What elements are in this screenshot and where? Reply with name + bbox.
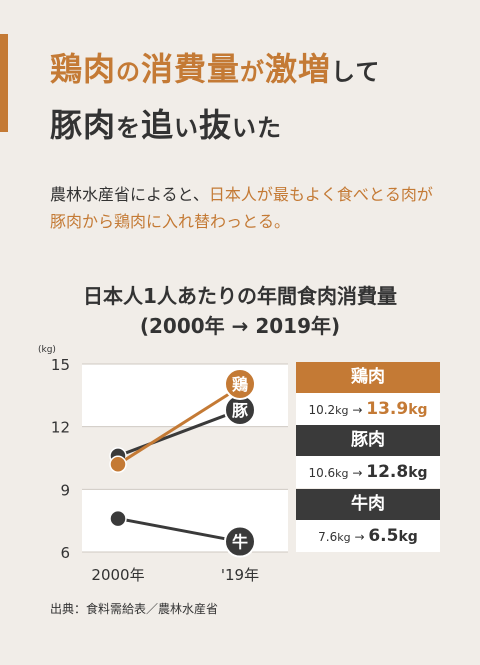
legend-from: 10.6 [308, 466, 336, 480]
legend-chicken-name: 鶏肉 [296, 362, 440, 393]
series-line [117, 385, 241, 466]
legend-from: 10.2 [308, 403, 336, 417]
legend-to: 12.8 [366, 462, 409, 482]
accent-bar [0, 34, 8, 132]
lead-accent: 豚肉から鶏肉に入れ替わっとる。 [50, 212, 291, 231]
series-line [117, 517, 241, 544]
lead-text-line-1: 農林水産省によると、日本人が最もよく食べとる肉が [50, 181, 433, 208]
legend-chicken: 鶏肉 10.2kg → 13.9kg [296, 362, 440, 425]
series-end-label: 豚 [232, 401, 248, 420]
headline-word: 豚肉 [50, 106, 117, 144]
headline-word: 抜 [199, 106, 233, 144]
data-point [109, 509, 127, 528]
headline-word: 鶏肉 [50, 50, 117, 88]
legend-to: 6.5 [368, 526, 399, 546]
y-unit-label: (kg) [38, 345, 56, 355]
series-line [117, 408, 241, 458]
series-end-label: 鶏 [232, 375, 248, 394]
chart-subtitle: (2000年 → 2019年) [139, 314, 341, 338]
legend-arrow: → [352, 466, 363, 480]
headline-word: 激増 [265, 50, 332, 88]
legend-arrow: → [354, 530, 365, 544]
headline-line-1: 鶏肉の消費量が激増して [50, 44, 380, 90]
legend-pork-values: 10.6kg → 12.8kg [296, 456, 440, 488]
plot-band [82, 364, 288, 427]
y-tick-label: 6 [60, 544, 70, 562]
x-tick-label: 2000年 [91, 566, 144, 584]
y-tick-label: 9 [60, 481, 70, 499]
series-end-label: 牛 [232, 533, 248, 552]
headline-particle: の [116, 58, 142, 86]
data-point [109, 455, 127, 474]
legend-pork-name: 豚肉 [296, 425, 440, 456]
headline-particle: いた [232, 114, 283, 142]
headline-particle: い [174, 114, 200, 142]
headline-particle: して [331, 58, 381, 86]
legend-unit: kg [398, 529, 418, 545]
legend-unit: kg [408, 402, 428, 418]
x-tick-label: '19年 [221, 566, 259, 584]
legend-beef-values: 7.6kg → 6.5kg [296, 520, 440, 552]
legend-to: 13.9 [366, 399, 409, 419]
y-tick-label: 15 [51, 356, 70, 374]
lead-plain: 農林水産省によると、 [50, 185, 209, 204]
lead-text-line-2: 豚肉から鶏肉に入れ替わっとる。 [50, 208, 290, 235]
legend-chicken-values: 10.2kg → 13.9kg [296, 393, 440, 425]
y-tick-label: 12 [51, 419, 70, 437]
legend-beef: 牛肉 7.6kg → 6.5kg [296, 489, 440, 552]
lead-accent: 日本人が最もよく食べとる肉が [208, 185, 433, 204]
chart-title: 日本人1人あたりの年間食肉消費量 [83, 284, 397, 308]
legend-unit: kg [408, 465, 428, 481]
headline-particle: が [240, 58, 266, 86]
series-end-badge [224, 525, 256, 558]
legend-unit: kg [335, 404, 349, 417]
headline-word: 追 [141, 106, 175, 144]
legend-unit: kg [337, 531, 351, 544]
source-note: 出典：食料需給表／農林水産省 [50, 602, 219, 616]
headline-line-2: 豚肉を追い抜いた [50, 100, 282, 146]
legend-from: 7.6 [318, 530, 338, 544]
headline-word: 消費量 [141, 50, 241, 88]
series-end-badge [224, 367, 256, 400]
headline-particle: を [116, 114, 142, 142]
legend-unit: kg [335, 467, 349, 480]
legend-arrow: → [352, 403, 363, 417]
legend-beef-name: 牛肉 [296, 489, 440, 520]
legend-pork: 豚肉 10.6kg → 12.8kg [296, 425, 440, 488]
